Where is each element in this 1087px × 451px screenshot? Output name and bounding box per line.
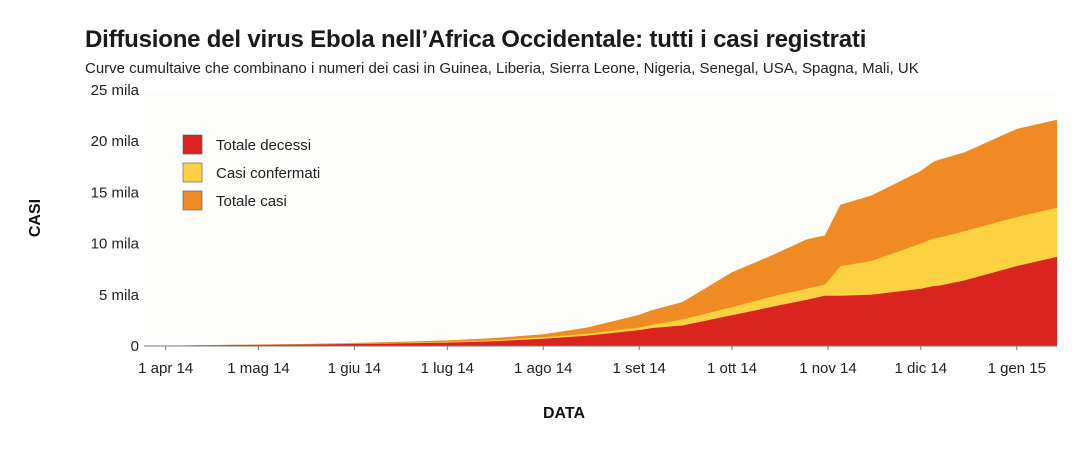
x-tick-label: 1 set 14 <box>612 360 665 377</box>
x-tick-label: 1 giu 14 <box>328 360 381 377</box>
legend-swatch <box>182 162 203 183</box>
legend-label: Totale casi <box>216 193 287 210</box>
legend-swatch <box>182 190 203 211</box>
chart-title: Diffusione del virus Ebola nell’Africa O… <box>85 26 867 53</box>
x-tick-label: 1 nov 14 <box>799 360 857 377</box>
y-axis-ticks: 0 5 mila 10 mila 15 mila 20 mila 25 mila <box>91 82 140 355</box>
y-tick-label: 10 mila <box>91 236 140 253</box>
y-axis-title: CASI <box>27 199 44 237</box>
x-tick-label: 1 ago 14 <box>514 360 572 377</box>
x-tick-label: 1 mag 14 <box>227 360 290 377</box>
legend-label: Totale decessi <box>216 137 311 154</box>
legend-swatch <box>182 134 203 155</box>
x-tick-label: 1 lug 14 <box>421 360 474 377</box>
legend-label: Casi confermati <box>216 165 320 182</box>
x-tick-label: 1 gen 15 <box>988 360 1046 377</box>
x-axis-title: DATA <box>543 405 586 422</box>
x-tick-label: 1 apr 14 <box>138 360 193 377</box>
chart-subtitle: Curve cumultaive che combinano i numeri … <box>85 60 919 77</box>
y-tick-label: 5 mila <box>99 287 140 304</box>
y-tick-label: 20 mila <box>91 133 140 150</box>
legend: Totale decessi Casi confermati Totale casi <box>182 134 320 211</box>
y-tick-label: 15 mila <box>91 184 140 201</box>
area-totale-decessi <box>144 256 1057 346</box>
y-tick-label: 0 <box>131 338 139 355</box>
x-tick-label: 1 dic 14 <box>895 360 948 377</box>
x-tick-label: 1 ott 14 <box>707 360 757 377</box>
y-tick-label: 25 mila <box>91 82 140 99</box>
x-axis-ticks: 1 apr 14 1 mag 14 1 giu 14 1 lug 14 1 ago 14… <box>138 346 1046 377</box>
chart-areas <box>144 119 1057 346</box>
